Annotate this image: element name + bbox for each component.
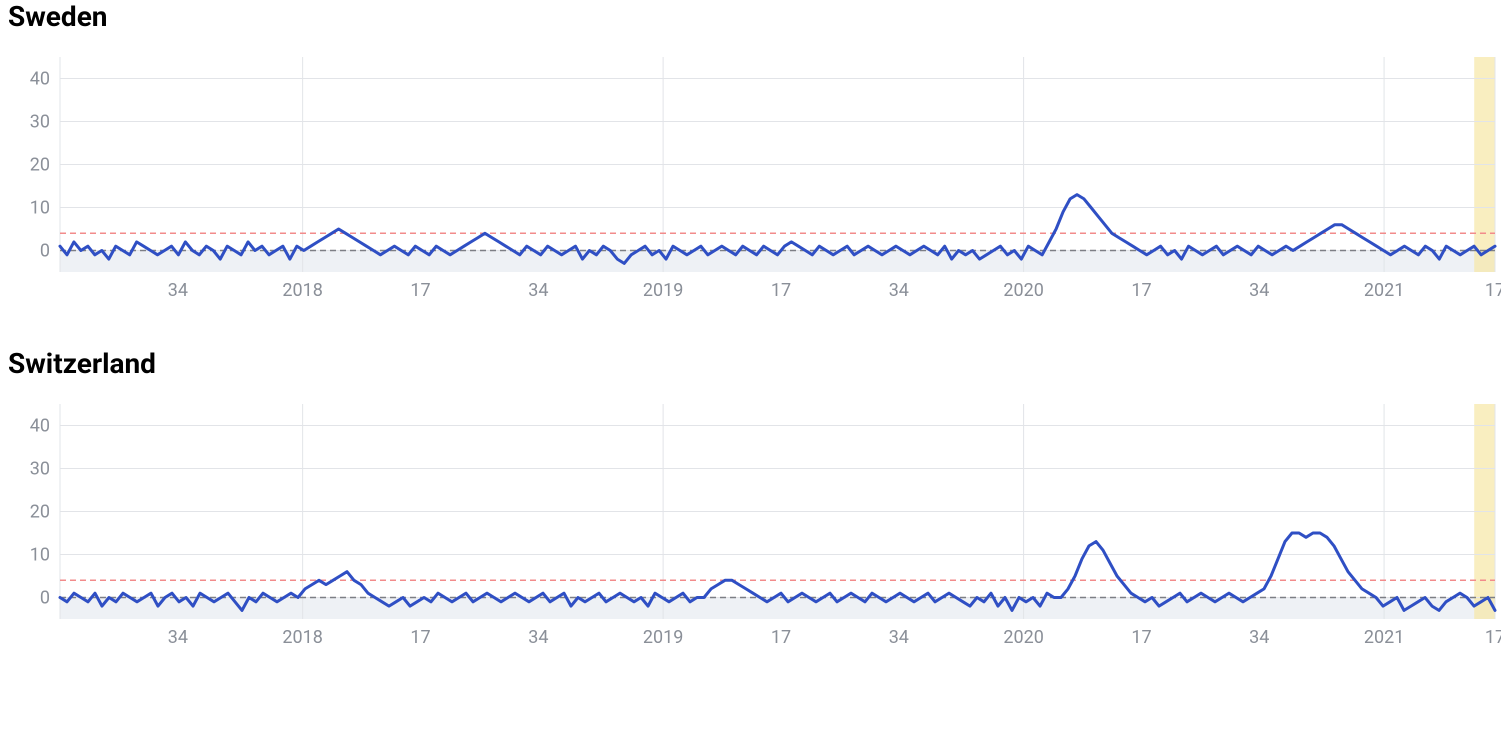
x-tick-label: 34 [889, 627, 909, 648]
x-tick-label: 2019 [643, 280, 683, 301]
x-tick-label: 34 [1249, 280, 1269, 301]
x-tick-label: 17 [1131, 280, 1151, 301]
x-tick-label: 34 [528, 280, 548, 301]
x-tick-label: 17 [410, 280, 430, 301]
x-tick-label: 2021 [1364, 280, 1404, 301]
x-tick-label: 17 [1485, 280, 1501, 301]
x-tick-label: 34 [168, 280, 188, 301]
chart-title-sweden: Sweden [8, 0, 1501, 33]
x-tick-label: 34 [168, 627, 188, 648]
x-tick-label: 17 [771, 627, 791, 648]
y-tick-label: 0 [40, 241, 50, 262]
y-tick-label: 0 [40, 588, 50, 609]
chart-title-switzerland: Switzerland [8, 347, 1501, 380]
x-tick-label: 2018 [282, 280, 322, 301]
x-tick-label: 2019 [643, 627, 683, 648]
x-tick-label: 2018 [282, 627, 322, 648]
x-tick-label: 17 [410, 627, 430, 648]
chart-sweden: 0 10 20 30 40 34 2018 17 34 2019 17 34 2020 17 34 2021 1… [0, 47, 1501, 307]
x-tick-label: 2021 [1364, 627, 1404, 648]
x-tick-label: 17 [1485, 627, 1501, 648]
chart-switzerland: 0 10 20 30 40 34 2018 17 34 2019 17 34 2020 17 34 2021 1… [0, 394, 1501, 654]
x-tick-label: 17 [1131, 627, 1151, 648]
y-tick-label: 40 [30, 69, 50, 90]
y-tick-label: 40 [30, 416, 50, 437]
chart-block-sweden: Sweden 0 10 20 30 40 34 2018 17 34 2019 17 34 2020 17 3… [0, 0, 1501, 307]
x-tick-label: 34 [1249, 627, 1269, 648]
y-tick-label: 30 [30, 459, 50, 480]
y-tick-label: 30 [30, 112, 50, 133]
y-tick-label: 20 [30, 155, 50, 176]
x-tick-label: 34 [528, 627, 548, 648]
x-tick-label: 34 [889, 280, 909, 301]
x-tick-label: 17 [771, 280, 791, 301]
y-tick-label: 20 [30, 502, 50, 523]
chart-block-switzerland: Switzerland 0 10 20 30 40 34 2018 17 34 2019 17 34 20… [0, 347, 1501, 654]
x-tick-label: 2020 [1003, 627, 1043, 648]
y-tick-label: 10 [30, 545, 50, 566]
y-tick-label: 10 [30, 198, 50, 219]
x-tick-label: 2020 [1003, 280, 1043, 301]
